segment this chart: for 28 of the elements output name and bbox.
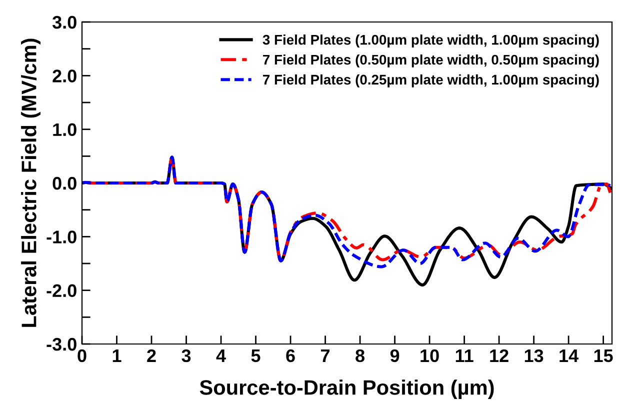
x-axis-title: Source-to-Drain Position (µm) xyxy=(200,380,494,400)
y-tick-label: 1.0 xyxy=(53,123,76,136)
y-tick-label: 0.0 xyxy=(52,176,76,190)
y-tick-label: -2.0 xyxy=(46,284,76,298)
legend-label: 3 Field Plates (1.00µm plate width, 1.00µm spacing) xyxy=(262,34,599,48)
y-tick-label: -1.0 xyxy=(46,230,76,244)
x-tick-label: 10 xyxy=(420,349,439,362)
x-tick-label: 11 xyxy=(456,350,474,362)
legend-label: 7 Field Plates (0.50µm plate width, 0.50µm spacing) xyxy=(263,54,599,68)
x-tick-label: 2 xyxy=(147,349,156,362)
legend-label: 7 Field Plates (0.25µm plate width, 1.00µm spacing) xyxy=(263,74,599,88)
y-tick-label: -3.0 xyxy=(46,338,76,351)
x-tick-label: 12 xyxy=(490,349,508,362)
y-tick-label: 2.0 xyxy=(52,70,76,82)
x-tick-label: 13 xyxy=(524,349,544,362)
y-tick-label: 3.0 xyxy=(52,16,76,29)
x-tick-label: 0 xyxy=(78,349,86,362)
x-tick-label: 7 xyxy=(321,350,330,362)
x-tick-label: 9 xyxy=(390,349,400,362)
x-tick-label: 4 xyxy=(216,350,226,362)
x-tick-label: 8 xyxy=(356,349,364,362)
x-tick-label: 1 xyxy=(112,350,122,362)
y-axis-title: Lateral Electric Field (MV/cm) xyxy=(21,38,40,327)
x-tick-label: 6 xyxy=(286,349,295,362)
x-tick-label: 14 xyxy=(560,350,579,362)
x-tick-label: 3 xyxy=(182,349,191,362)
x-tick-label: 15 xyxy=(594,350,613,362)
x-tick-label: 5 xyxy=(251,350,260,362)
